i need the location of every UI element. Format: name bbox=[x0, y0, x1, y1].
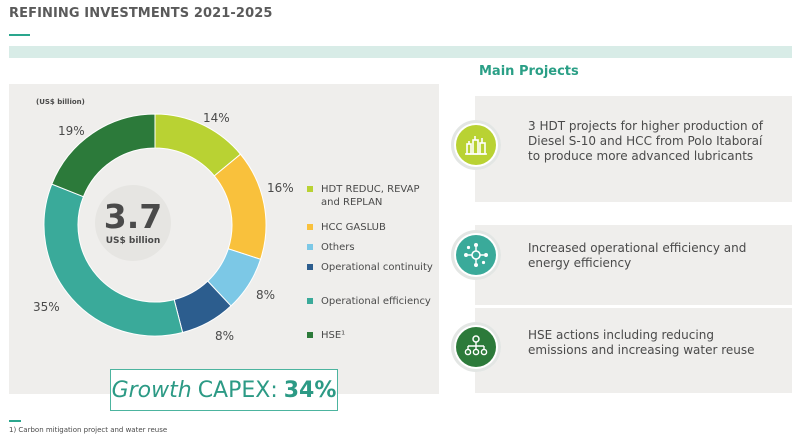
growth-capex-box: Growth CAPEX: 34% bbox=[110, 369, 338, 411]
legend-swatch bbox=[307, 332, 313, 338]
main-projects-title: Main Projects bbox=[479, 64, 579, 79]
donut-slice-5 bbox=[51, 113, 156, 198]
donut-slice-1 bbox=[213, 153, 267, 260]
slice-label: 19% bbox=[58, 124, 85, 138]
growth-value: 34% bbox=[283, 377, 337, 403]
unit-label: (US$ billion) bbox=[36, 98, 85, 106]
growth-label: CAPEX: bbox=[197, 377, 278, 403]
slice-label: 14% bbox=[203, 111, 230, 125]
page-title: REFINING INVESTMENTS 2021-2025 bbox=[9, 6, 273, 21]
legend-label: Operational efficiency bbox=[321, 296, 431, 307]
legend-label: HSE¹ bbox=[321, 330, 346, 341]
project-text: HSE actions including reducing emissions… bbox=[528, 328, 755, 357]
chart-panel bbox=[9, 84, 439, 394]
project-text: Increased operational efficiency and ene… bbox=[528, 241, 747, 270]
network-icon bbox=[456, 235, 496, 275]
project-card bbox=[475, 225, 792, 305]
legend-swatch bbox=[307, 264, 313, 270]
project-text: 3 HDT projects for higher production of … bbox=[528, 119, 763, 163]
legend-label: HCC GASLUB bbox=[321, 222, 386, 233]
legend-label: Others bbox=[321, 242, 355, 253]
legend-swatch bbox=[307, 244, 313, 250]
project-icon-badge bbox=[451, 120, 501, 170]
donut-center bbox=[95, 185, 171, 261]
project-icon-badge bbox=[451, 230, 501, 280]
header-band bbox=[9, 46, 792, 58]
slice-label: 8% bbox=[215, 329, 235, 343]
project-card bbox=[475, 96, 792, 202]
legend-swatch bbox=[307, 298, 313, 304]
refinery-icon bbox=[456, 125, 496, 165]
project-card bbox=[475, 308, 792, 393]
slice-label: 35% bbox=[33, 300, 60, 314]
hse-flow-icon bbox=[456, 327, 496, 367]
title-underline bbox=[9, 34, 30, 36]
slice-label: 8% bbox=[256, 288, 276, 302]
footnote: 1) Carbon mitigation project and water r… bbox=[9, 426, 168, 434]
slice-label: 16% bbox=[267, 181, 294, 195]
legend-swatch bbox=[307, 186, 313, 192]
project-icon-badge bbox=[451, 322, 501, 372]
footnote-rule bbox=[9, 420, 21, 422]
legend-label: Operational continuity bbox=[321, 262, 433, 273]
total-unit: US$ billion bbox=[105, 236, 161, 246]
legend-swatch bbox=[307, 224, 313, 230]
total-value: 3.7 bbox=[103, 197, 163, 236]
growth-word: Growth bbox=[111, 377, 192, 403]
legend-label: HDT REDUC, REVAP and REPLAN bbox=[321, 184, 420, 208]
